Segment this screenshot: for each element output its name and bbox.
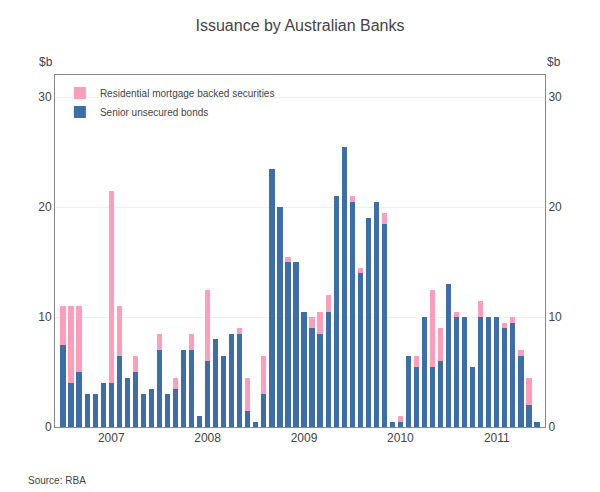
svg-text:20: 20 — [38, 200, 52, 214]
svg-text:2007: 2007 — [98, 431, 125, 445]
svg-text:0: 0 — [45, 420, 52, 434]
svg-text:10: 10 — [38, 310, 52, 324]
svg-text:Senior unsecured bonds: Senior unsecured bonds — [100, 107, 208, 118]
svg-text:2010: 2010 — [387, 431, 414, 445]
svg-text:2011: 2011 — [484, 431, 510, 445]
svg-text:$b: $b — [547, 55, 561, 69]
svg-text:2008: 2008 — [194, 431, 221, 445]
svg-text:$b: $b — [39, 55, 53, 69]
svg-text:Issuance by Australian Banks: Issuance by Australian Banks — [195, 17, 404, 34]
svg-text:10: 10 — [548, 310, 562, 324]
svg-text:Residential mortgage backed se: Residential mortgage backed securities — [100, 88, 275, 99]
svg-text:Source: RBA: Source: RBA — [28, 475, 86, 486]
svg-text:30: 30 — [548, 90, 562, 104]
svg-text:2009: 2009 — [291, 431, 318, 445]
svg-text:0: 0 — [548, 420, 555, 434]
svg-text:30: 30 — [38, 90, 52, 104]
svg-text:20: 20 — [548, 200, 562, 214]
